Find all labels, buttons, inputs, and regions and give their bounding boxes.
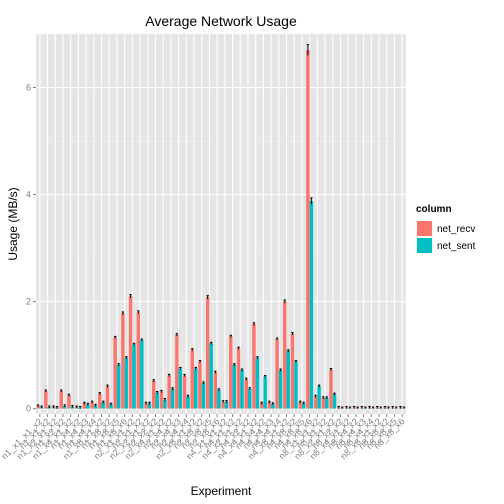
bar-net_sent: [132, 344, 136, 409]
bar-net_sent: [101, 402, 105, 409]
legend-title: column: [416, 204, 452, 215]
bar-net_recv: [213, 372, 218, 409]
bar-net_sent: [147, 403, 152, 409]
bar-net_sent: [263, 376, 267, 409]
bar-net_recv: [244, 379, 248, 409]
bar-net_recv: [159, 391, 164, 409]
bar-net_recv: [313, 396, 318, 409]
legend: column net_recv net_sent: [415, 204, 476, 255]
bar-net_sent: [325, 397, 329, 409]
bar-net_recv: [59, 390, 63, 409]
y-axis-ticks: 0 2 4 6: [26, 83, 36, 414]
y-tick-label: 2: [26, 297, 31, 307]
chart-title: Average Network Usage: [145, 13, 297, 29]
bar-net_sent: [240, 370, 244, 409]
bar-net_sent: [178, 368, 183, 409]
bar-net_recv: [182, 375, 187, 409]
bar-net_recv: [98, 393, 102, 409]
bar-net_recv: [259, 403, 264, 409]
bar-net_recv: [236, 348, 241, 409]
bar-net_recv: [221, 401, 225, 409]
bar-net_recv: [113, 337, 117, 409]
y-axis-title: Usage (MB/s): [6, 187, 20, 260]
legend-key-net_recv: [417, 221, 432, 236]
bar-net_recv: [152, 380, 156, 409]
bar-net_sent: [317, 386, 321, 409]
bar-net_recv: [90, 402, 94, 409]
bar-net_sent: [224, 401, 229, 409]
bar-net_recv: [175, 334, 179, 409]
bar-net_sent: [286, 350, 290, 409]
bar-net_sent: [278, 370, 283, 409]
bar-net_recv: [167, 375, 171, 409]
bar-net_recv: [136, 312, 141, 409]
bar-net_sent: [116, 364, 121, 409]
bar-net_recv: [144, 403, 148, 409]
bar-net_recv: [283, 301, 287, 409]
bar-net_recv: [321, 397, 326, 409]
bar-net_recv: [252, 324, 256, 409]
legend-key-net_sent: [417, 238, 432, 253]
bar-net_recv: [205, 297, 210, 409]
plot-panel: [36, 34, 406, 414]
bar-net_recv: [306, 50, 310, 409]
bar-net_sent: [209, 343, 213, 409]
bar-net_sent: [62, 405, 67, 409]
bar-net_sent: [155, 392, 159, 409]
bar-net_sent: [109, 404, 113, 409]
bar-net_sent: [247, 388, 252, 409]
bar-net_recv: [105, 386, 110, 409]
bar-net_sent: [86, 404, 90, 409]
bar-net_recv: [44, 390, 48, 409]
bar-net_recv: [329, 369, 333, 409]
legend-label-net_sent: net_sent: [437, 241, 476, 252]
error-bars: [36, 44, 406, 409]
bar-net_sent: [163, 399, 167, 409]
bar-net_recv: [290, 333, 295, 409]
bar-net_sent: [217, 389, 221, 409]
bar-net_sent: [140, 340, 144, 409]
bar-net_sent: [93, 405, 98, 409]
bar-net_sent: [332, 394, 337, 409]
bar-net_sent: [271, 403, 275, 409]
y-tick-label: 6: [26, 83, 31, 93]
bar-net_sent: [294, 361, 298, 409]
bar-net_sent: [186, 396, 190, 409]
bar-net_recv: [275, 339, 279, 409]
bar-net_recv: [190, 349, 195, 409]
bar-net_sent: [301, 403, 306, 409]
bar-net_recv: [36, 405, 40, 409]
x-axis-ticks: n1_x1_x1_x2n1_x1_x2n1_x2_x1_x2n1_x2_x2n1…: [0, 414, 407, 461]
legend-label-net_recv: net_recv: [437, 224, 475, 235]
bar-net_sent: [124, 357, 129, 409]
bar-net_recv: [267, 402, 272, 409]
bar-net_recv: [128, 296, 133, 409]
bar-net_recv: [67, 395, 71, 409]
bar-net_recv: [121, 313, 125, 409]
bar-net_sent: [194, 368, 198, 409]
bar-net_recv: [229, 336, 233, 409]
bar-net_recv: [82, 403, 87, 409]
y-tick-label: 0: [26, 404, 31, 414]
bar-net_sent: [201, 382, 206, 409]
bars: [36, 50, 406, 409]
bar-net_sent: [255, 357, 260, 409]
bar-net_recv: [198, 361, 202, 409]
bar-net_sent: [309, 200, 314, 409]
bar-net_sent: [232, 364, 237, 409]
x-axis-title: Experiment: [191, 484, 252, 498]
bar-net_recv: [298, 402, 302, 409]
y-tick-label: 4: [26, 190, 31, 200]
bar-net_sent: [170, 388, 175, 409]
